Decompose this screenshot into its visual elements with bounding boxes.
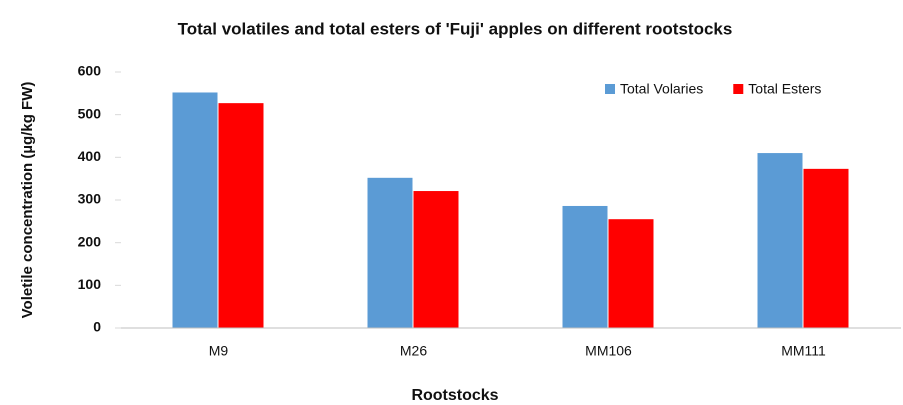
- bar: [562, 205, 608, 328]
- y-tick-label: 500: [78, 105, 102, 121]
- chart-title: Total volatiles and total esters of 'Fuj…: [178, 19, 733, 38]
- y-tick-label: 0: [93, 319, 101, 335]
- bar: [803, 168, 849, 328]
- bar: [757, 153, 803, 328]
- y-tick-label: 100: [78, 276, 102, 292]
- y-axis-label: Voletile concentration (µg/kg FW): [19, 82, 36, 319]
- bar: [413, 191, 459, 328]
- y-tick-label: 200: [78, 233, 102, 249]
- y-tick-label: 600: [78, 63, 102, 79]
- x-tick-label: MM111: [781, 343, 826, 359]
- bar: [608, 219, 654, 328]
- x-axis-label: Rootstocks: [411, 387, 498, 404]
- legend-swatch: [605, 84, 615, 94]
- y-tick-label: 300: [78, 191, 102, 207]
- legend-swatch: [733, 84, 744, 94]
- x-tick-label: M26: [400, 343, 427, 359]
- x-tick-label: M9: [209, 343, 229, 359]
- bar: [172, 92, 218, 328]
- y-tick-label: 400: [78, 148, 102, 164]
- bar: [367, 177, 413, 328]
- legend-label: Total Volaries: [620, 81, 703, 97]
- legend-label: Total Esters: [748, 81, 821, 97]
- x-tick-label: MM106: [585, 343, 632, 359]
- bar: [218, 103, 264, 328]
